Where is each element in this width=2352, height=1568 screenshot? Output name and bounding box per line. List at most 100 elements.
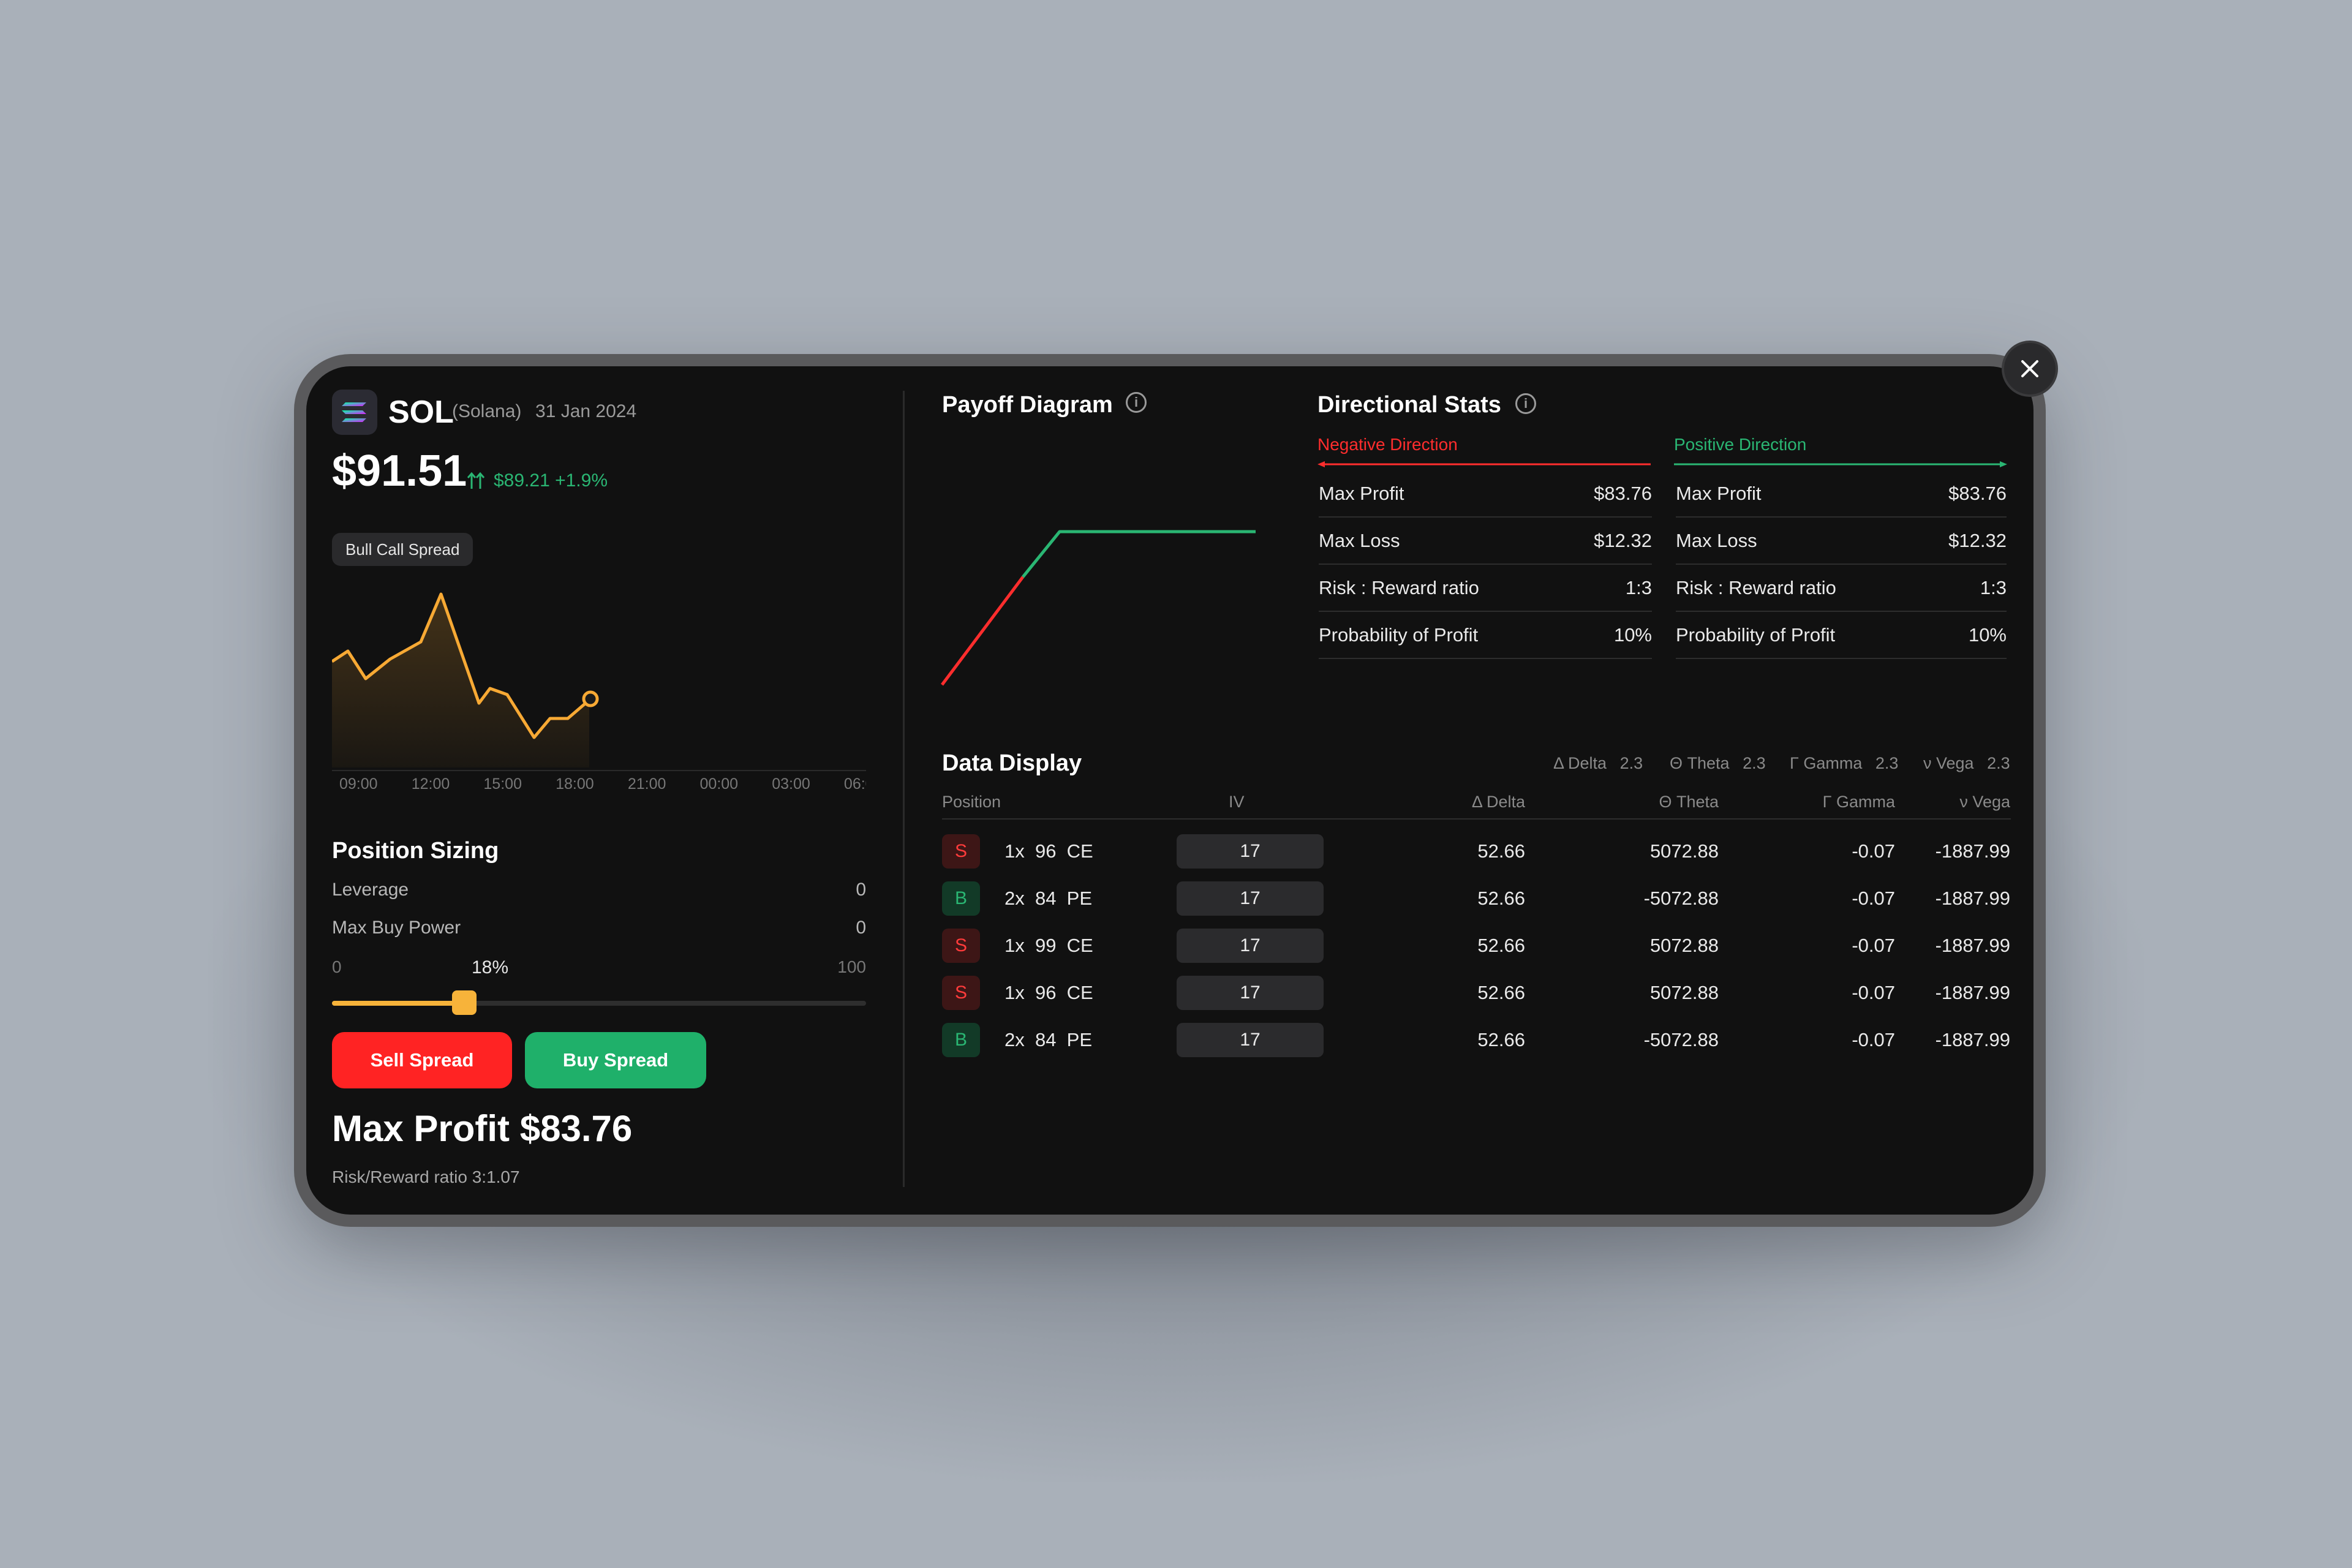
pos-stat-value: 1:3 bbox=[1980, 576, 2007, 598]
x-tick: 06:00 bbox=[843, 775, 866, 793]
iv-input[interactable]: 17 bbox=[1177, 881, 1324, 916]
iv-input[interactable]: 17 bbox=[1177, 1023, 1324, 1057]
asset-symbol: SOL bbox=[388, 394, 454, 430]
options-panel: SOL (Solana) 31 Jan 2024 $91.51 $89.21 +… bbox=[306, 366, 2034, 1215]
negative-direction-label: Negative Direction bbox=[1317, 435, 1458, 454]
x-tick: 15:00 bbox=[483, 775, 522, 793]
col-header-delta: Δ Delta bbox=[1471, 793, 1525, 811]
side-badge: B bbox=[942, 1023, 980, 1057]
pos-stat-row: Risk : Reward ratio 1:3 bbox=[1676, 565, 2007, 612]
sell-spread-button[interactable]: Sell Spread bbox=[332, 1032, 512, 1088]
gamma-cell: -0.07 bbox=[1852, 935, 1895, 956]
neg-stat-row: Probability of Profit 10% bbox=[1319, 612, 1652, 659]
price-change-text: $89.21 +1.9% bbox=[494, 470, 608, 491]
asset-price: $91.51 bbox=[332, 447, 467, 496]
slider-value-label: 18% bbox=[472, 957, 509, 978]
table-row[interactable]: B 2x 84 PE 17 52.66 -5072.88 -0.07 -1887… bbox=[942, 881, 2011, 919]
pos-stat-label: Risk : Reward ratio bbox=[1676, 576, 1836, 598]
sizing-slider-track[interactable] bbox=[332, 1001, 866, 1006]
delta-cell: 52.66 bbox=[1477, 840, 1525, 862]
greek-summary-value: 2.3 bbox=[1987, 754, 2010, 772]
neg-stat-row: Risk : Reward ratio 1:3 bbox=[1319, 565, 1652, 612]
close-icon bbox=[2021, 360, 2038, 377]
position-cell: 1x 96 CE bbox=[1005, 840, 1093, 862]
payoff-diagram-title: Payoff Diagram bbox=[942, 392, 1113, 418]
price-current-point[interactable] bbox=[582, 690, 599, 707]
position-cell: 2x 84 PE bbox=[1005, 888, 1093, 909]
x-tick: 09:00 bbox=[339, 775, 378, 793]
payoff-info-icon[interactable]: i bbox=[1126, 392, 1147, 413]
neg-stat-label: Risk : Reward ratio bbox=[1319, 576, 1479, 598]
greek-summary-vega: ν Vega 2.3 bbox=[1923, 754, 2010, 773]
table-row[interactable]: S 1x 99 CE 17 52.66 5072.88 -0.07 -1887.… bbox=[942, 929, 2011, 967]
max-buy-power-label: Max Buy Power bbox=[332, 918, 461, 938]
greek-summary-label: Θ Theta bbox=[1670, 754, 1730, 772]
gamma-cell: -0.07 bbox=[1852, 1029, 1895, 1050]
directional-info-icon[interactable]: i bbox=[1515, 393, 1536, 414]
side-badge: B bbox=[942, 881, 980, 916]
neg-stat-row: Max Profit $83.76 bbox=[1319, 470, 1652, 518]
pos-stat-row: Max Profit $83.76 bbox=[1676, 470, 2007, 518]
greek-summary-label: Δ Delta bbox=[1553, 754, 1607, 772]
mini-chart-x-axis: 09:00 12:00 15:00 18:00 21:00 00:00 03:0… bbox=[332, 775, 866, 793]
panel-divider bbox=[903, 391, 905, 1187]
pos-stat-row: Probability of Profit 10% bbox=[1676, 612, 2007, 659]
buy-spread-button[interactable]: Buy Spread bbox=[525, 1032, 706, 1088]
positive-direction-label: Positive Direction bbox=[1674, 435, 1807, 454]
leverage-value: 0 bbox=[856, 880, 866, 900]
table-row[interactable]: B 2x 84 PE 17 52.66 -5072.88 -0.07 -1887… bbox=[942, 1023, 2011, 1061]
trend-up-icon bbox=[467, 472, 485, 489]
side-badge: S bbox=[942, 929, 980, 963]
price-mini-chart bbox=[332, 592, 866, 771]
sizing-slider-fill bbox=[332, 1001, 462, 1006]
x-tick: 12:00 bbox=[411, 775, 450, 793]
table-header-divider bbox=[942, 818, 2011, 820]
payoff-profit-segment bbox=[1022, 530, 1256, 578]
position-cell: 1x 99 CE bbox=[1005, 935, 1093, 956]
greek-summary-label: ν Vega bbox=[1923, 754, 1974, 772]
payoff-loss-segment bbox=[941, 576, 1024, 686]
iv-input[interactable]: 17 bbox=[1177, 929, 1324, 963]
neg-stat-value: 10% bbox=[1613, 624, 1652, 646]
solana-logo-icon bbox=[332, 390, 377, 435]
theta-cell: -5072.88 bbox=[1643, 888, 1719, 909]
neg-stat-label: Max Profit bbox=[1319, 482, 1404, 504]
iv-input[interactable]: 17 bbox=[1177, 976, 1324, 1010]
table-row[interactable]: S 1x 96 CE 17 52.66 5072.88 -0.07 -1887.… bbox=[942, 834, 2011, 872]
greek-summary-value: 2.3 bbox=[1875, 754, 1899, 772]
leverage-label: Leverage bbox=[332, 880, 409, 900]
greek-summary-theta: Θ Theta 2.3 bbox=[1670, 754, 1766, 773]
close-button[interactable] bbox=[2002, 341, 2058, 397]
delta-cell: 52.66 bbox=[1477, 935, 1525, 956]
side-badge: S bbox=[942, 976, 980, 1010]
col-header-theta: Θ Theta bbox=[1659, 793, 1719, 811]
theta-cell: 5072.88 bbox=[1649, 982, 1719, 1003]
pos-stat-label: Max Profit bbox=[1676, 482, 1762, 504]
pos-stat-label: Max Loss bbox=[1676, 529, 1757, 551]
position-cell: 2x 84 PE bbox=[1005, 1029, 1093, 1050]
iv-input[interactable]: 17 bbox=[1177, 834, 1324, 869]
pos-stat-value: 10% bbox=[1968, 624, 2007, 646]
table-row[interactable]: S 1x 96 CE 17 52.66 5072.88 -0.07 -1887.… bbox=[942, 976, 2011, 1014]
col-header-vega: ν Vega bbox=[1959, 793, 2010, 811]
vega-cell: -1887.99 bbox=[1935, 982, 2010, 1003]
side-badge: S bbox=[942, 834, 980, 869]
pos-stat-value: $12.32 bbox=[1948, 529, 2007, 551]
slider-min-label: 0 bbox=[332, 957, 342, 976]
payoff-diagram bbox=[941, 530, 1256, 686]
asset-name: (Solana) bbox=[452, 401, 522, 421]
theta-cell: 5072.88 bbox=[1649, 840, 1719, 862]
delta-cell: 52.66 bbox=[1477, 888, 1525, 909]
vega-cell: -1887.99 bbox=[1935, 1029, 2010, 1050]
gamma-cell: -0.07 bbox=[1852, 888, 1895, 909]
sizing-slider-handle[interactable] bbox=[452, 990, 477, 1015]
greek-summary-delta: Δ Delta 2.3 bbox=[1553, 754, 1643, 773]
delta-cell: 52.66 bbox=[1477, 1029, 1525, 1050]
neg-stat-label: Max Loss bbox=[1319, 529, 1400, 551]
slider-max-label: 100 bbox=[837, 957, 866, 976]
pos-stat-label: Probability of Profit bbox=[1676, 624, 1836, 646]
col-header-iv: IV bbox=[1229, 793, 1245, 811]
strategy-badge[interactable]: Bull Call Spread bbox=[332, 533, 473, 566]
vega-cell: -1887.99 bbox=[1935, 935, 2010, 956]
pos-stat-value: $83.76 bbox=[1948, 482, 2007, 504]
